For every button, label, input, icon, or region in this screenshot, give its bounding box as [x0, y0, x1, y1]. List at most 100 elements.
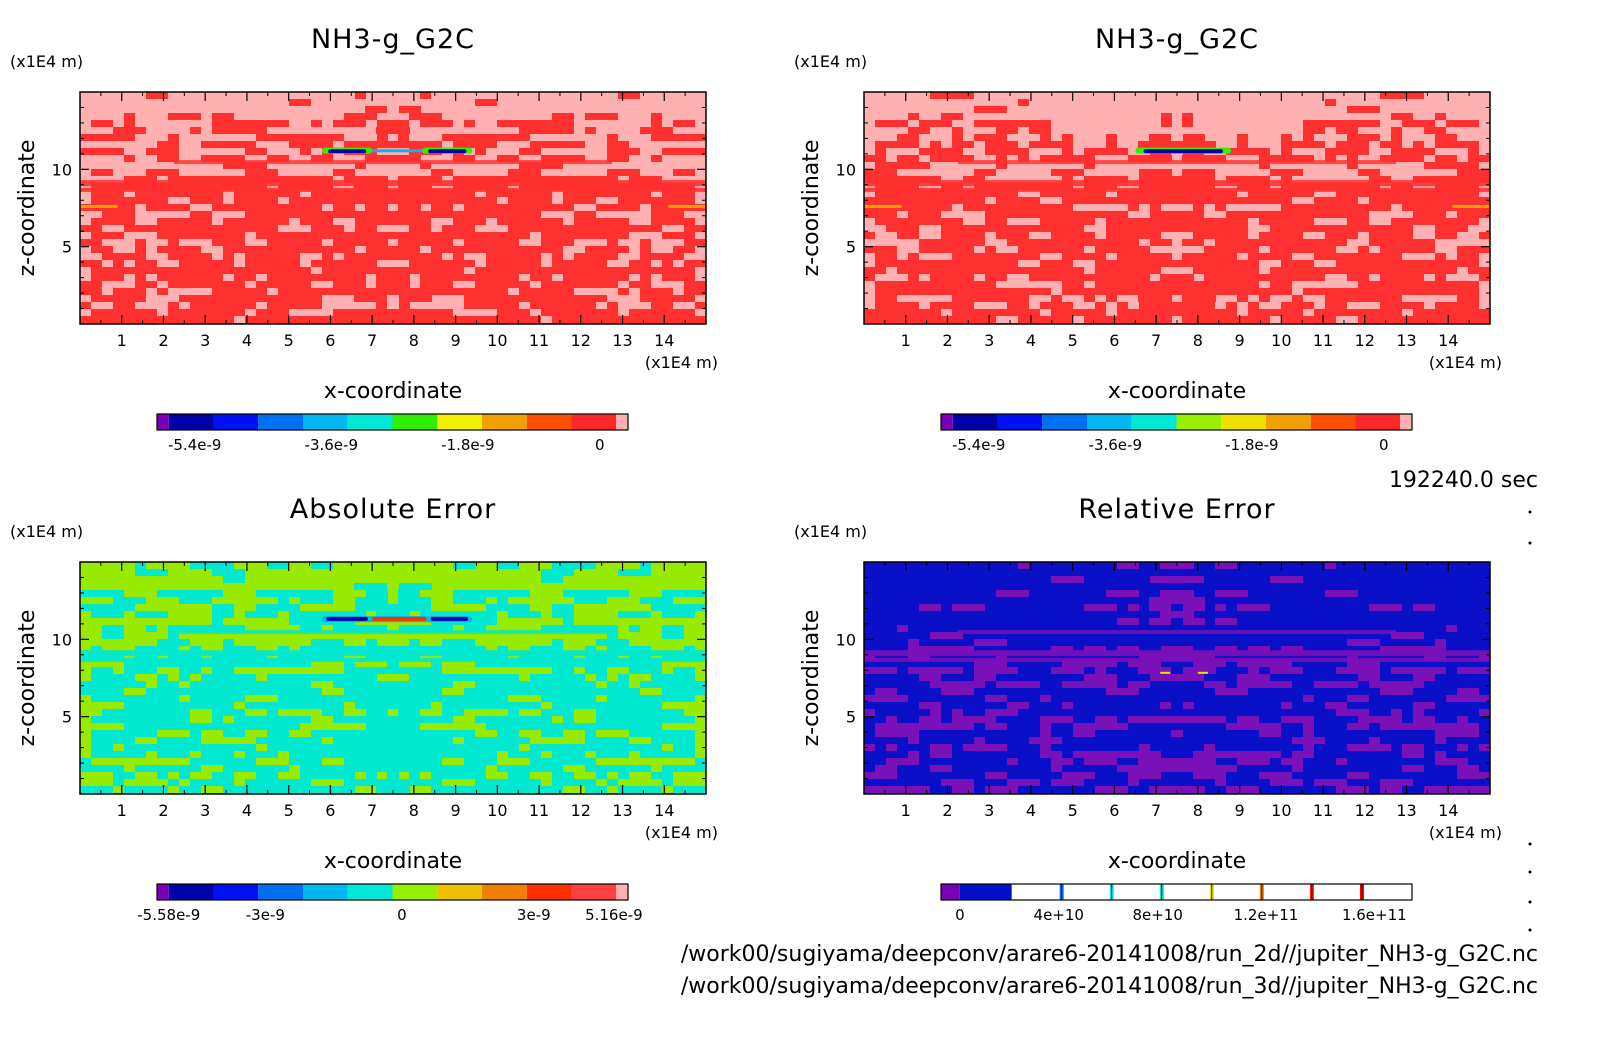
colorbar-segment: [437, 414, 482, 430]
x-tick-label: 14: [654, 801, 674, 820]
y-unit-label: (x1E4 m): [794, 52, 867, 71]
colorbar-label: -5.4e-9: [168, 436, 221, 454]
colorbar-label: -1.8e-9: [1225, 436, 1278, 454]
colorbar-segment: [437, 884, 482, 900]
anomaly: [372, 616, 427, 621]
x-tick-label: 4: [1026, 801, 1036, 820]
colorbar-segment: [941, 884, 960, 900]
colorbar-segment: [392, 414, 438, 430]
x-tick-label: 3: [200, 331, 210, 350]
y-tick-label: 5: [846, 708, 856, 727]
colorbar-label: -1.8e-9: [441, 436, 494, 454]
colorbar-label: -5.4e-9: [952, 436, 1005, 454]
margin-dot: [1528, 510, 1532, 514]
colorbar-label: 1.2e+11: [1234, 906, 1299, 924]
colorbar-frame: [156, 413, 629, 431]
colorbar-segment: [258, 884, 304, 900]
colorbar-label: -5.58e-9: [137, 906, 200, 924]
colorbar-segment: [481, 414, 527, 430]
colorbar-segment: [1042, 414, 1088, 430]
y-unit-label: (x1E4 m): [10, 52, 83, 71]
x-tick-label: 7: [1151, 801, 1161, 820]
colorbar-segment: [571, 884, 617, 900]
x-tick-label: 1: [901, 331, 911, 350]
x-axis-label: x-coordinate: [324, 379, 462, 404]
x-axis-label: x-coordinate: [1108, 379, 1246, 404]
x-tick-label: 3: [984, 801, 994, 820]
x-tick-label: 5: [1068, 331, 1078, 350]
anomaly: [328, 149, 367, 154]
anomaly: [326, 616, 368, 621]
chart-panel-3: Absolute Error(x1E4 m)(x1E4 m)1 2 3 4 5 6 7 8 9 1…: [10, 494, 718, 924]
x-tick-label: 6: [325, 331, 335, 350]
x-tick-label: 11: [1313, 801, 1333, 820]
x-tick-label: 1: [901, 801, 911, 820]
x-tick-label: 8: [409, 801, 419, 820]
y-tick-label: 5: [62, 238, 72, 257]
colorbar-frame: [940, 413, 1413, 431]
x-tick-label: 4: [1026, 331, 1036, 350]
colorbar-segment: [571, 414, 617, 430]
colorbar-segment: [347, 884, 393, 900]
colorbar-segment: [1221, 414, 1266, 430]
colorbar-segment: [213, 884, 259, 900]
anomaly: [1160, 671, 1171, 674]
y-tick-label: 10: [52, 630, 72, 649]
x-tick-label: 6: [1109, 801, 1119, 820]
x-tick-label: 6: [1109, 331, 1119, 350]
x-tick-label: 10: [487, 331, 507, 350]
x-tick-label: 13: [612, 331, 632, 350]
y-tick-label: 10: [52, 160, 72, 179]
margin-dot: [1528, 541, 1532, 545]
heatmap-field: [864, 92, 1490, 324]
x-tick-label: 11: [529, 801, 549, 820]
field-band: [668, 204, 706, 208]
colorbar-segment: [526, 414, 572, 430]
margin-dot: [1528, 928, 1532, 932]
x-tick-label: 12: [1355, 801, 1375, 820]
x-tick-label: 13: [612, 801, 632, 820]
colorbar-segment: [997, 414, 1043, 430]
x-tick-label: 5: [284, 801, 294, 820]
colorbar-segment: [303, 884, 348, 900]
chart-title: Relative Error: [1078, 494, 1275, 525]
x-tick-label: 14: [1438, 801, 1458, 820]
margin-dot: [1528, 842, 1532, 846]
x-unit-label: (x1E4 m): [645, 823, 718, 842]
x-tick-label: 10: [487, 801, 507, 820]
x-unit-label: (x1E4 m): [1429, 823, 1502, 842]
colorbar-segment: [959, 884, 1012, 900]
field-band: [80, 187, 706, 192]
heatmap-field: [80, 562, 706, 794]
colorbar-segment: [481, 884, 527, 900]
colorbar-segment: [347, 414, 393, 430]
field-band: [957, 160, 1397, 165]
x-tick-label: 2: [942, 801, 952, 820]
x-tick-label: 7: [367, 331, 377, 350]
x-tick-label: 6: [325, 801, 335, 820]
y-axis-label: z-coordinate: [15, 610, 40, 747]
y-unit-label: (x1E4 m): [794, 522, 867, 541]
anomaly: [1143, 149, 1223, 154]
x-tick-label: 11: [1313, 331, 1333, 350]
chart-panel-4: Relative Error(x1E4 m)(x1E4 m)1 2 3 4 5 6 7 8 9 1…: [794, 494, 1502, 924]
colorbar-segment: [1087, 414, 1132, 430]
x-tick-label: 13: [1396, 331, 1416, 350]
y-tick-label: 10: [836, 630, 856, 649]
x-tick-label: 8: [409, 331, 419, 350]
y-tick-label: 10: [836, 160, 856, 179]
margin-dot: [1528, 870, 1532, 874]
anomaly: [1197, 671, 1208, 674]
x-tick-label: 7: [367, 801, 377, 820]
y-unit-label: (x1E4 m): [10, 522, 83, 541]
x-tick-label: 14: [1438, 331, 1458, 350]
x-axis-label: x-coordinate: [324, 849, 462, 874]
heatmap-field: [864, 562, 1490, 794]
y-axis-label: z-coordinate: [15, 140, 40, 277]
colorbar-label: -3.6e-9: [1089, 436, 1142, 454]
field-band: [80, 204, 118, 208]
chart-panel-2: NH3-g_G2C(x1E4 m)(x1E4 m)1 2 3 4 5 6 7 8 9 10 11 12…: [794, 24, 1502, 454]
colorbar-label: 0: [397, 906, 407, 924]
y-axis-label: z-coordinate: [799, 140, 824, 277]
